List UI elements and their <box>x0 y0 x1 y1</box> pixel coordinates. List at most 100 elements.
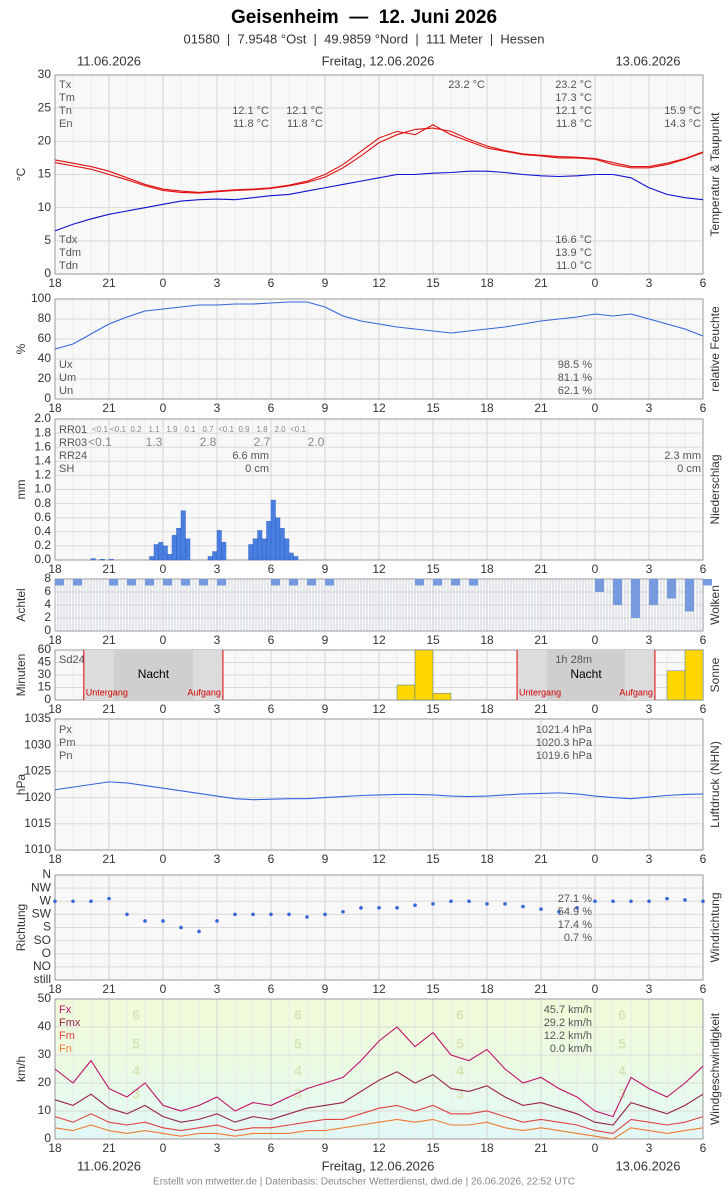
y-tick-label: N <box>42 867 51 881</box>
night-label: Nacht <box>138 667 170 681</box>
y-tick-label: 1.2 <box>34 468 51 482</box>
x-tick-label: 0 <box>592 982 599 996</box>
y-tick-label: 60 <box>38 642 52 656</box>
line <box>54 781 704 801</box>
sunset-label: Untergang <box>86 687 128 697</box>
bar <box>221 542 227 561</box>
bar <box>666 670 686 701</box>
y-tick-label: 1030 <box>24 737 51 751</box>
stat-value: 12.1 °C <box>232 105 269 117</box>
bar <box>217 579 226 586</box>
precip-sum-label: 0.9 <box>238 425 250 434</box>
point <box>593 899 597 904</box>
beaufort-label: 6 <box>132 1007 140 1023</box>
precip-sum-label: 2.0 <box>308 435 325 449</box>
stat-label: Fn <box>59 1043 72 1055</box>
y-axis-label: km/h <box>14 1056 28 1082</box>
y-tick-label: SO <box>34 933 51 947</box>
x-tick-label: 0 <box>592 401 599 415</box>
point <box>521 904 525 909</box>
bar <box>261 538 267 561</box>
point <box>341 909 345 914</box>
stat-value: 11.8 °C <box>287 118 323 130</box>
x-tick-label: 15 <box>426 702 440 716</box>
bar <box>293 556 299 561</box>
precip-sum-label: <0.1 <box>218 425 234 434</box>
y-tick-label: 0 <box>44 266 51 280</box>
x-tick-label: 21 <box>534 401 548 415</box>
date-label: Freitag, 12.06.2026 <box>322 53 435 68</box>
y-axis-label: Minuten <box>14 654 28 697</box>
date-label: Freitag, 12.06.2026 <box>322 1158 435 1173</box>
stat-label: Tn <box>59 105 72 117</box>
bar <box>275 517 281 561</box>
x-tick-label: 6 <box>700 401 707 415</box>
point <box>413 903 417 907</box>
point <box>125 912 129 917</box>
x-tick-label: 21 <box>102 852 116 866</box>
precip-sum-label: 2.7 <box>254 435 271 449</box>
y-tick-label: 4 <box>44 597 51 611</box>
bar <box>207 556 213 561</box>
y-tick-label: 20 <box>38 1075 52 1089</box>
x-tick-label: 18 <box>48 852 62 866</box>
x-tick-label: 18 <box>480 1141 494 1155</box>
beaufort-label: 4 <box>456 1063 464 1079</box>
x-tick-label: 6 <box>700 633 707 647</box>
plot-frame <box>54 418 704 561</box>
y-tick-label: 0.2 <box>34 538 51 552</box>
x-tick-label: 15 <box>426 562 440 576</box>
precip-sum-label: 1.1 <box>148 425 160 434</box>
y-tick-label: 20 <box>38 134 52 148</box>
bar <box>252 538 258 561</box>
stat-value: 1021.4 hPa <box>536 724 593 736</box>
x-tick-label: 18 <box>48 982 62 996</box>
side-label: Temperatur & Taupunkt <box>708 112 722 237</box>
bar <box>180 510 186 561</box>
y-tick-label: 100 <box>31 291 51 305</box>
stat-value: 12.1 °C <box>555 105 592 117</box>
beaufort-label: 5 <box>618 1036 626 1052</box>
beaufort-label: 3 <box>132 1086 140 1102</box>
bar <box>163 579 172 586</box>
point <box>575 906 579 910</box>
stat-value: 62.1 % <box>558 385 592 397</box>
date-label: 11.06.2026 <box>77 53 141 68</box>
x-tick-label: 18 <box>480 276 494 290</box>
x-tick-label: 0 <box>592 562 599 576</box>
x-tick-label: 0 <box>160 276 167 290</box>
point <box>539 907 543 911</box>
side-label: Wolken <box>708 585 722 625</box>
bar <box>595 579 604 592</box>
stat-label: Px <box>59 724 72 736</box>
x-tick-label: 18 <box>48 401 62 415</box>
bar <box>307 579 316 586</box>
x-tick-label: 9 <box>322 633 329 647</box>
x-tick-label: 12 <box>372 1141 386 1155</box>
point <box>323 912 327 917</box>
side-label: Sonne <box>708 657 722 692</box>
x-tick-label: 9 <box>322 276 329 290</box>
y-tick-label: S <box>43 920 51 934</box>
stat-label: Ux <box>59 359 73 371</box>
x-tick-label: 15 <box>426 852 440 866</box>
x-tick-label: 18 <box>48 1141 62 1155</box>
y-tick-label: 1.8 <box>34 425 51 439</box>
x-tick-label: 21 <box>102 276 116 290</box>
stat-label: Tx <box>59 79 72 91</box>
x-tick-label: 21 <box>102 982 116 996</box>
x-tick-label: 18 <box>480 401 494 415</box>
y-tick-label: 1025 <box>24 764 51 778</box>
x-tick-label: 21 <box>102 401 116 415</box>
x-tick-label: 6 <box>700 702 707 716</box>
bar <box>55 579 64 586</box>
x-tick-label: 3 <box>214 401 221 415</box>
bar <box>685 579 694 612</box>
stat-value: 45.7 km/h <box>544 1004 592 1016</box>
bar <box>325 579 334 586</box>
precip-sum-label: 1.9 <box>166 425 178 434</box>
stat-value: 0 cm <box>677 463 701 475</box>
bar <box>171 535 177 561</box>
bar <box>167 554 173 561</box>
